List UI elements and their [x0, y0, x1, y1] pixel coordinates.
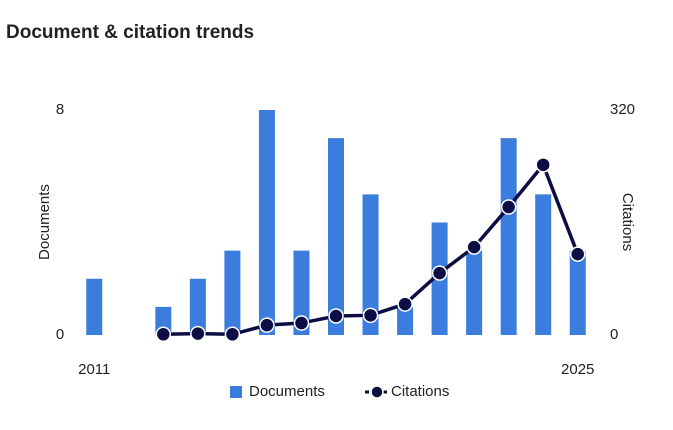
bar	[362, 194, 379, 335]
marker	[293, 315, 310, 331]
bar	[86, 278, 103, 335]
bar	[258, 110, 275, 335]
marker	[535, 157, 551, 173]
y2-tick-label: 0	[610, 326, 618, 343]
legend-label: Citations	[391, 383, 449, 400]
marker	[224, 326, 241, 343]
marker	[569, 246, 586, 262]
marker	[155, 326, 172, 343]
bar	[569, 250, 586, 335]
bar	[535, 194, 552, 335]
y-tick-label: 8	[56, 101, 64, 118]
x-tick-label: 2025	[561, 361, 594, 378]
bar	[328, 138, 344, 335]
bar	[189, 278, 206, 335]
bar	[224, 250, 241, 335]
marker	[362, 307, 379, 324]
x-tick-label: 2011	[78, 361, 110, 378]
y2-tick-label: 320	[610, 101, 635, 118]
marker	[466, 239, 482, 255]
bar	[397, 306, 414, 335]
y-tick-label: 0	[56, 326, 64, 343]
marker	[500, 199, 517, 215]
chart-title: Document & citation trends	[6, 22, 254, 43]
marker	[190, 325, 206, 342]
y2-axis-title: Citations	[619, 193, 636, 251]
marker	[328, 308, 344, 324]
y-axis-title: Documents	[36, 184, 53, 260]
legend-marker	[370, 385, 384, 399]
legend-swatch	[230, 386, 242, 398]
marker	[431, 265, 448, 281]
legend-label: Documents	[249, 383, 325, 400]
marker	[259, 317, 275, 333]
marker	[397, 296, 413, 312]
bar	[293, 250, 310, 335]
bar	[466, 250, 483, 335]
bar	[500, 138, 517, 335]
